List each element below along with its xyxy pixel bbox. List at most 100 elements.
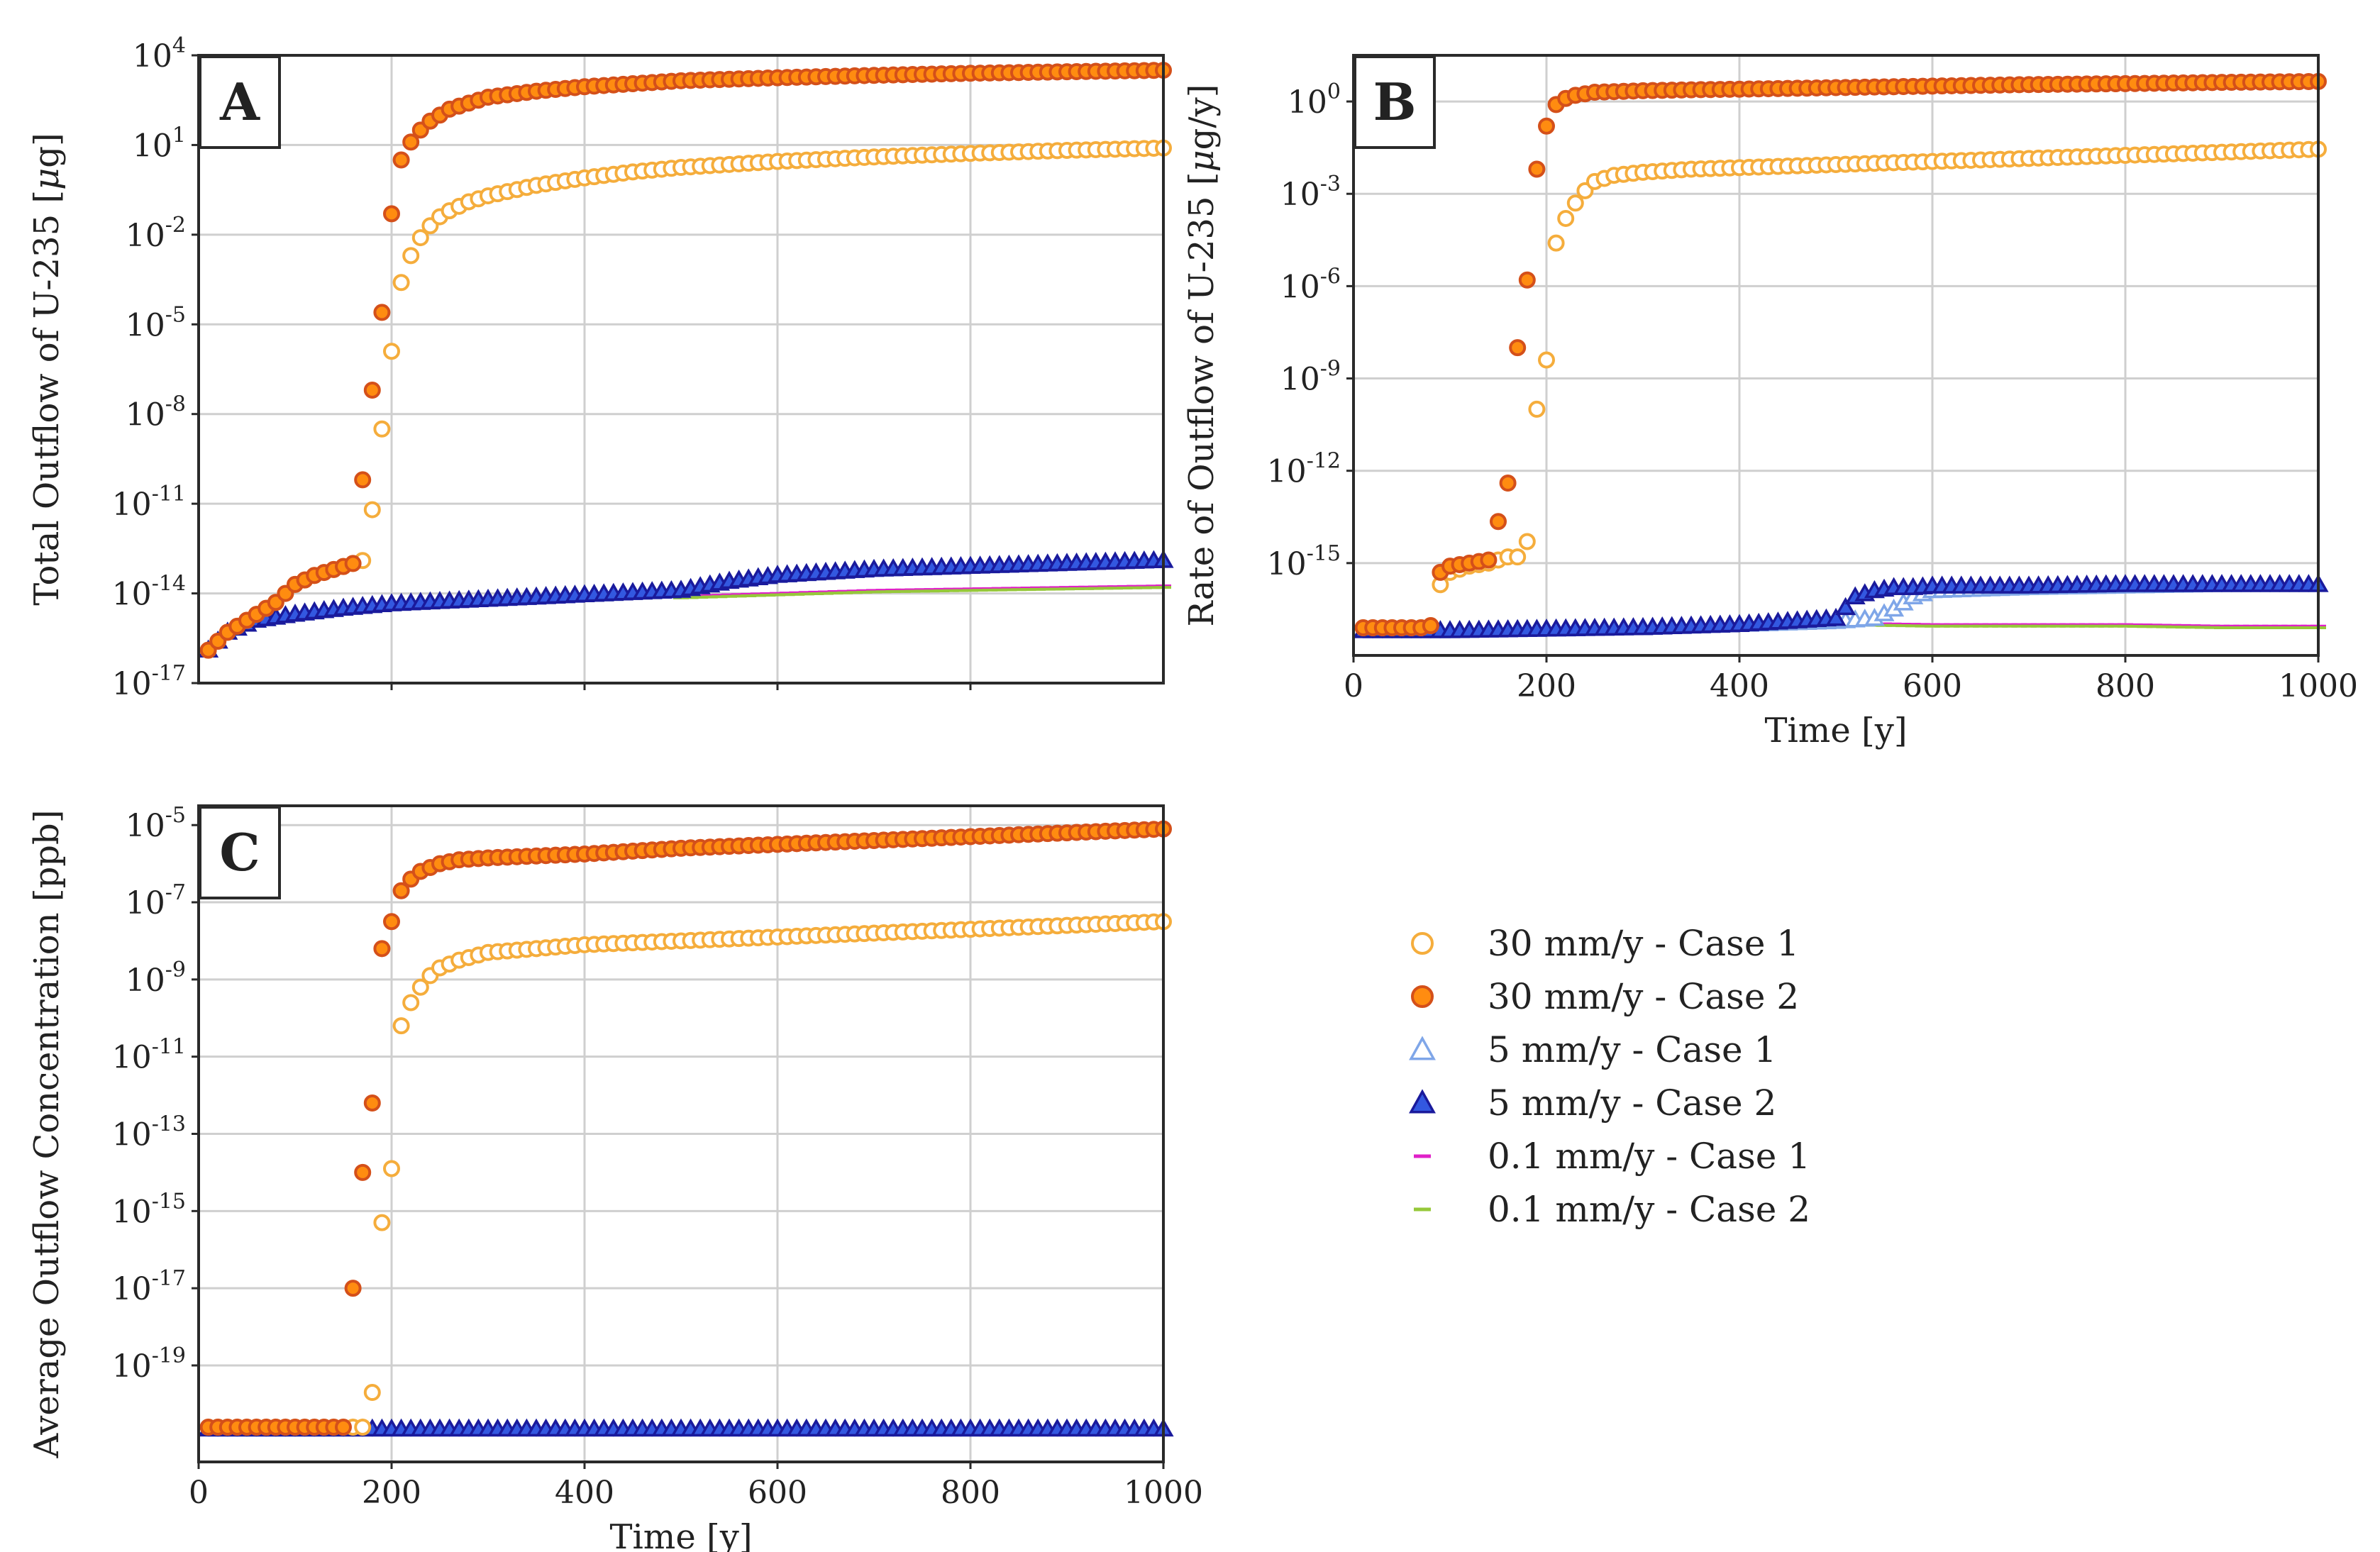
y-tick-label: 104 (133, 33, 186, 74)
y-tick-label-base: 10 (112, 1194, 152, 1230)
legend-entry: 0.1 mm/y - Case 1 (1414, 1136, 1810, 1177)
y-tick-label-base: 10 (112, 577, 152, 613)
s30c2-point-19 (1538, 117, 1555, 135)
y-tick-label-exponent: -15 (1307, 541, 1341, 566)
legend-label: 5 mm/y - Case 2 (1488, 1082, 1776, 1124)
s30c1-point-17 (363, 501, 381, 519)
y-tick-label-exponent: -9 (165, 958, 186, 982)
y-tick-label-base: 10 (112, 666, 152, 702)
plot-frame (1352, 54, 2320, 657)
series-layer: 5 mm/y - Case 15 mm/y - Case 230 mm/y - … (198, 820, 1174, 1437)
y-tick-label: 10-2 (126, 213, 186, 254)
x-tick-label: 0 (189, 1475, 209, 1511)
s30c2-point-18 (373, 304, 391, 321)
legend-marker-circle (1411, 932, 1434, 955)
legend-label: 5 mm/y - Case 1 (1488, 1029, 1776, 1070)
y-tick-label-base: 10 (112, 1040, 152, 1076)
panel-letter-box (199, 806, 281, 899)
y-tick-label: 10-15 (1267, 541, 1341, 582)
y-tick-label: 10-12 (1267, 449, 1341, 490)
legend-label: 0.1 mm/y - Case 1 (1488, 1136, 1810, 1177)
s30c1-point-18 (373, 1214, 391, 1231)
s30c2-point-16 (354, 471, 372, 489)
series-s30c2: 30 mm/y - Case 2 (199, 62, 1172, 659)
series-layer: 0.1 mm/y - Case 10.1 mm/y - Case 25 mm/y… (1353, 72, 2329, 638)
s30c2-point-19 (383, 913, 400, 931)
y-tick-label: 10-17 (112, 661, 186, 702)
y-tick-label-exponent: -2 (165, 213, 186, 238)
s30c1-point-21 (402, 247, 420, 265)
y-tick-label-base: 10 (112, 1117, 152, 1153)
y-tick-label: 10-9 (126, 958, 186, 999)
y-axis-label-part: μ (1182, 150, 1222, 172)
s30c1-point-21 (1557, 209, 1575, 227)
s30c2-point-13 (1480, 551, 1498, 569)
y-tick-label-exponent: -14 (152, 572, 186, 597)
panel-letter-text: C (219, 822, 260, 882)
s30c2-point-18 (373, 940, 391, 958)
s30c1-point-22 (411, 978, 429, 996)
legend-marker-triangle (1409, 1089, 1436, 1114)
y-tick-label-base: 10 (1267, 546, 1307, 582)
x-axis: 0 200 400 600 800 1000 Time [y] (189, 1462, 1203, 1552)
s30c1-point-20 (392, 274, 410, 292)
y-tick-label: 10-13 (112, 1112, 186, 1153)
y-tick-label-exponent: -11 (152, 482, 186, 506)
y-tick-label: 10-5 (126, 302, 186, 343)
y-tick-label-base: 10 (126, 963, 165, 999)
s30c1-point-21 (402, 994, 420, 1011)
legend: 30 mm/y - Case 1 30 mm/y - Case 2 5 mm/y -… (1409, 923, 1810, 1230)
legend-label: 30 mm/y - Case 2 (1488, 976, 1799, 1017)
s30c2-point-15 (1499, 475, 1517, 492)
legend-entry: 30 mm/y - Case 1 (1411, 923, 1799, 964)
y-tick-label: 101 (133, 123, 186, 164)
x-tick-label: 400 (1710, 668, 1769, 704)
y-tick-label: 10-9 (1280, 357, 1341, 398)
s30c1-point-19 (383, 343, 400, 360)
y-tick-label-base: 10 (126, 218, 165, 254)
y-axis-label-part: Total Outflow of U-235 [ (27, 190, 67, 606)
y-tick-label-base: 10 (126, 397, 165, 433)
x-tick-label: 800 (2096, 668, 2155, 704)
y-tick-label-base: 10 (112, 487, 152, 523)
y-tick-label-base: 10 (1280, 362, 1320, 398)
y-tick-label-exponent: -9 (1320, 357, 1341, 382)
x-axis: 0 200 400 600 800 1000 Time [y] (1344, 655, 2358, 750)
y-tick-label-exponent: -5 (165, 803, 186, 828)
series-s30c2: 30 mm/y - Case 2 (1354, 72, 2327, 636)
y-tick-label: 10-5 (126, 803, 186, 844)
y-tick-label: 10-14 (112, 572, 186, 613)
s30c2-point-21 (402, 133, 420, 151)
plot-frame (197, 54, 1165, 684)
legend-marker-triangle (1409, 1036, 1436, 1060)
x-tick-label: 200 (1517, 668, 1576, 704)
legend-entry: 5 mm/y - Case 1 (1409, 1029, 1776, 1070)
s30c2-point-17 (363, 382, 381, 399)
x-tick-label: 800 (941, 1475, 1000, 1511)
y-tick-label-exponent: -6 (1320, 264, 1341, 289)
y-axis-label-part: g] (27, 133, 67, 167)
s30c2-point-20 (392, 151, 410, 169)
x-axis (390, 683, 972, 690)
s30c1-point-17 (1518, 533, 1536, 550)
s30c2-point-17 (1518, 271, 1536, 289)
y-axis-label-part: Rate of Outflow of U-235 [ (1182, 172, 1222, 627)
y-axis-label: Rate of Outflow of U-235 [μg/y] (1182, 84, 1222, 627)
legend-entry: 0.1 mm/y - Case 2 (1414, 1189, 1810, 1230)
y-axis: 10-510-710-910-1110-1310-1510-1710-19Ave… (27, 803, 199, 1458)
y-tick-label-base: 10 (133, 128, 172, 164)
panel-letter-c: C (199, 806, 281, 899)
y-axis-label-part: μ (27, 168, 67, 190)
y-tick-label-base: 10 (1280, 177, 1320, 213)
y-tick-label-base: 10 (1280, 269, 1320, 305)
y-tick-label: 10-19 (112, 1343, 186, 1385)
s30c1-point-20 (1547, 234, 1565, 252)
legend-label: 0.1 mm/y - Case 2 (1488, 1189, 1810, 1230)
x-tick-label: 600 (1903, 668, 1962, 704)
y-tick-label-exponent: -8 (165, 392, 186, 417)
s30c1-point-19 (383, 1160, 400, 1177)
y-tick-label-base: 10 (126, 885, 165, 921)
y-tick-label: 10-15 (112, 1189, 186, 1230)
